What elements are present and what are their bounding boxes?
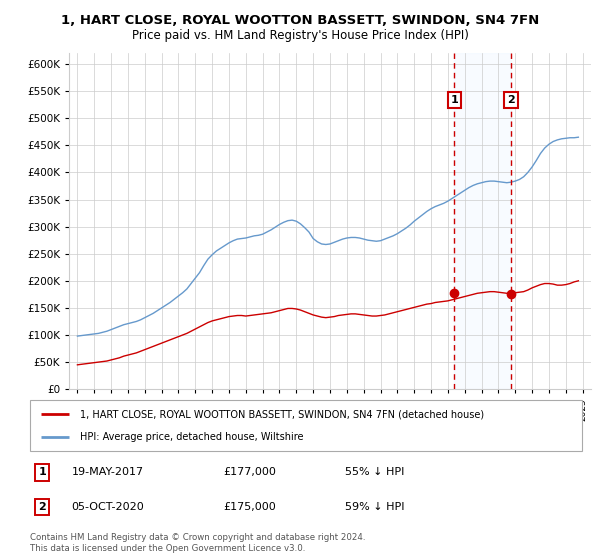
Text: Price paid vs. HM Land Registry's House Price Index (HPI): Price paid vs. HM Land Registry's House … bbox=[131, 29, 469, 42]
Text: 59% ↓ HPI: 59% ↓ HPI bbox=[344, 502, 404, 512]
Text: Contains HM Land Registry data © Crown copyright and database right 2024.
This d: Contains HM Land Registry data © Crown c… bbox=[30, 533, 365, 553]
Text: 2: 2 bbox=[507, 95, 515, 105]
Text: 2: 2 bbox=[38, 502, 46, 512]
Text: 19-MAY-2017: 19-MAY-2017 bbox=[71, 468, 143, 478]
Text: £177,000: £177,000 bbox=[223, 468, 276, 478]
Text: 1, HART CLOSE, ROYAL WOOTTON BASSETT, SWINDON, SN4 7FN: 1, HART CLOSE, ROYAL WOOTTON BASSETT, SW… bbox=[61, 14, 539, 27]
Text: 05-OCT-2020: 05-OCT-2020 bbox=[71, 502, 144, 512]
Text: 1: 1 bbox=[451, 95, 458, 105]
Text: HPI: Average price, detached house, Wiltshire: HPI: Average price, detached house, Wilt… bbox=[80, 432, 303, 442]
Text: 55% ↓ HPI: 55% ↓ HPI bbox=[344, 468, 404, 478]
FancyBboxPatch shape bbox=[30, 400, 582, 451]
Bar bbox=[454, 53, 511, 389]
Text: £175,000: £175,000 bbox=[223, 502, 276, 512]
Text: 1: 1 bbox=[38, 468, 46, 478]
Text: 1, HART CLOSE, ROYAL WOOTTON BASSETT, SWINDON, SN4 7FN (detached house): 1, HART CLOSE, ROYAL WOOTTON BASSETT, SW… bbox=[80, 409, 484, 419]
